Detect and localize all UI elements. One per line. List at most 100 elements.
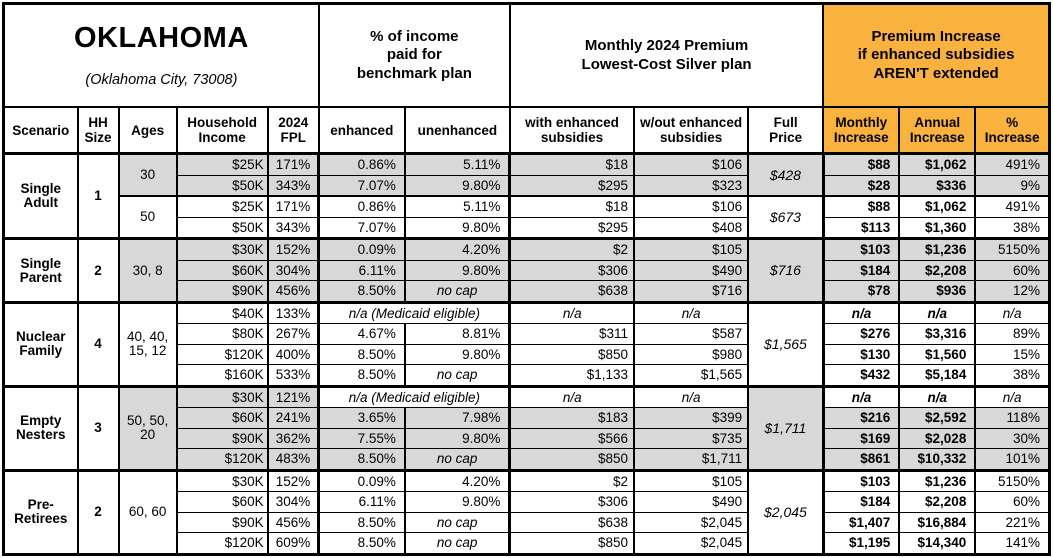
- unenhanced-pct-cell: 4.20%: [403, 237, 511, 261]
- unenhanced-pct-cell: 9.80%: [403, 491, 511, 513]
- fpl-cell: 152%: [266, 237, 320, 261]
- column-header-row: Scenario HH Size Ages Household Income 2…: [2, 106, 1051, 156]
- pct-increase-cell: 38%: [974, 364, 1051, 387]
- ages-cell: 40, 40, 15, 12: [117, 300, 178, 387]
- with-subsidies-cell: $306: [508, 491, 636, 513]
- income-cell: $50K: [175, 216, 269, 240]
- fpl-cell: 133%: [266, 300, 320, 325]
- fpl-cell: 456%: [266, 511, 320, 534]
- with-subsidies-cell: $2: [508, 237, 636, 261]
- unenhanced-pct-cell: 9.80%: [403, 343, 511, 366]
- fpl-cell: 343%: [266, 174, 320, 197]
- scenario-cell: Empty Nesters: [2, 384, 79, 471]
- fpl-cell: 483%: [266, 448, 320, 471]
- fpl-cell: 171%: [266, 195, 320, 218]
- with-subsidies-cell: $311: [508, 323, 636, 345]
- monthly-increase-cell: $169: [821, 427, 901, 450]
- annual-increase-cell: $3,316: [898, 323, 977, 345]
- income-cell: $30K: [175, 468, 269, 493]
- monthly-increase-cell: $861: [821, 448, 901, 471]
- hh-size-cell: 2: [76, 237, 120, 303]
- table-row: $90K 362% 7.55% 9.80% $566 $735 $169 $2,028 30%: [4, 427, 1051, 450]
- enhanced-pct-cell: 8.50%: [317, 280, 406, 303]
- group-header-increase: Premium Increase if enhanced subsidies A…: [822, 3, 1051, 109]
- enhanced-pct-cell: 8.50%: [317, 343, 406, 366]
- unenhanced-pct-cell: 8.81%: [403, 323, 511, 345]
- annual-increase-cell: $1,360: [898, 216, 977, 240]
- col-header-monthly-increase: Monthly Increase: [822, 106, 901, 156]
- annual-increase-cell: $1,236: [898, 237, 977, 261]
- annual-increase-cell: n/a: [898, 300, 977, 325]
- page-subtitle: (Oklahoma City, 73008): [85, 72, 238, 89]
- with-subsidies-cell: $18: [508, 195, 636, 218]
- col-header-wout-enhanced-subsidies: w/out enhanced subsidies: [633, 106, 750, 156]
- table-row: $90K 456% 8.50% no cap $638 $716 $78 $936 12%: [4, 280, 1051, 303]
- unenhanced-pct-cell: no cap: [403, 511, 511, 534]
- ages-cell: 50: [117, 195, 178, 240]
- annual-increase-cell: $2,208: [898, 259, 977, 282]
- annual-increase-cell: $1,062: [898, 195, 977, 218]
- unenhanced-pct-cell: no cap: [403, 364, 511, 387]
- hh-size-cell: 3: [76, 384, 120, 471]
- fpl-cell: 343%: [266, 216, 320, 240]
- col-header-full-price: Full Price: [747, 106, 825, 156]
- income-cell: $60K: [175, 407, 269, 429]
- with-subsidies-cell: $850: [508, 532, 636, 555]
- fpl-cell: 400%: [266, 343, 320, 366]
- without-subsidies-cell: $106: [633, 152, 750, 176]
- with-subsidies-cell: $2: [508, 468, 636, 493]
- with-subsidies-cell: $850: [508, 448, 636, 471]
- table-row: $60K 241% 3.65% 7.98% $183 $399 $216 $2,592 118%: [4, 407, 1051, 429]
- unenhanced-pct-cell: 5.11%: [403, 152, 511, 176]
- pct-increase-cell: n/a: [974, 384, 1051, 409]
- annual-increase-cell: $1,560: [898, 343, 977, 366]
- enhanced-pct-cell: 0.09%: [317, 468, 406, 493]
- unenhanced-pct-cell: no cap: [403, 532, 511, 555]
- without-subsidies-cell: n/a: [633, 384, 750, 409]
- monthly-increase-cell: $216: [821, 407, 901, 429]
- pct-increase-cell: 89%: [974, 323, 1051, 345]
- pct-increase-cell: 9%: [974, 174, 1051, 197]
- fpl-cell: 304%: [266, 259, 320, 282]
- pct-increase-cell: 491%: [974, 152, 1051, 176]
- col-header-pct-increase: % Increase: [974, 106, 1051, 156]
- annual-increase-cell: $10,332: [898, 448, 977, 471]
- income-cell: $30K: [175, 237, 269, 261]
- hh-size-cell: 1: [76, 152, 120, 240]
- medicaid-note-cell: n/a (Medicaid eligible): [317, 300, 511, 325]
- income-cell: $40K: [175, 300, 269, 325]
- with-subsidies-cell: $183: [508, 407, 636, 429]
- enhanced-pct-cell: 7.07%: [317, 174, 406, 197]
- pct-increase-cell: 60%: [974, 491, 1051, 513]
- unenhanced-pct-cell: 7.98%: [403, 407, 511, 429]
- fpl-cell: 267%: [266, 323, 320, 345]
- monthly-increase-cell: $276: [821, 323, 901, 345]
- hh-size-cell: 4: [76, 300, 120, 387]
- pct-increase-cell: 118%: [974, 407, 1051, 429]
- with-subsidies-cell: $18: [508, 152, 636, 176]
- fpl-cell: 121%: [266, 384, 320, 409]
- with-subsidies-cell: n/a: [508, 384, 636, 409]
- pct-increase-cell: 60%: [974, 259, 1051, 282]
- scenario-cell: Nuclear Family: [2, 300, 79, 387]
- group-header-row: OKLAHOMA (Oklahoma City, 73008) % of inc…: [2, 3, 1051, 109]
- income-cell: $50K: [175, 174, 269, 197]
- income-cell: $160K: [175, 364, 269, 387]
- full-price-cell: $1,565: [747, 300, 825, 387]
- monthly-increase-cell: $103: [821, 468, 901, 493]
- monthly-increase-cell: $184: [821, 259, 901, 282]
- col-header-enhanced: enhanced: [317, 106, 406, 156]
- monthly-increase-cell: $432: [821, 364, 901, 387]
- col-header-ages: Ages: [117, 106, 178, 156]
- col-header-unenhanced: unenhanced: [403, 106, 511, 156]
- without-subsidies-cell: $980: [633, 343, 750, 366]
- enhanced-pct-cell: 8.50%: [317, 511, 406, 534]
- table-row: $60K 304% 6.11% 9.80% $306 $490 $184 $2,208 60%: [4, 259, 1051, 282]
- with-subsidies-cell: n/a: [508, 300, 636, 325]
- table-body: Single Adult 1 30 $25K 171% 0.86% 5.11% $18 $106…: [2, 152, 1051, 555]
- ages-cell: 50, 50, 20: [117, 384, 178, 471]
- without-subsidies-cell: $106: [633, 195, 750, 218]
- full-price-cell: $2,045: [747, 468, 825, 555]
- pct-increase-cell: 30%: [974, 427, 1051, 450]
- monthly-increase-cell: $88: [821, 152, 901, 176]
